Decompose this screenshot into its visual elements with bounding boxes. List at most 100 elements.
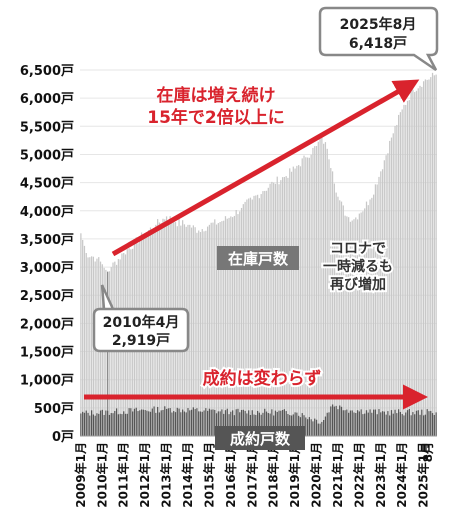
x-tick-label: 2024年1月 [394, 442, 409, 508]
sales-bar [194, 409, 196, 436]
stock-bar [328, 159, 330, 436]
stock-bar [408, 100, 410, 437]
sales-bar [306, 419, 309, 436]
sales-bar [176, 407, 178, 436]
sales-bar [101, 409, 103, 436]
sales-bar [321, 421, 323, 436]
sales-bar [155, 412, 157, 436]
stock-bar [392, 133, 394, 437]
y-tick-label: 6,500戸 [20, 64, 74, 79]
sales-bar [383, 411, 385, 436]
sales-bar [208, 408, 211, 436]
callout-low-value: 2,919戸 [112, 333, 170, 349]
sales-bar [290, 415, 293, 436]
stock-bar [340, 201, 343, 436]
sales-bar [83, 412, 86, 436]
stock-bar [299, 166, 302, 437]
sales-bar [344, 410, 346, 436]
sales-bar [162, 409, 164, 436]
sales-bar [89, 415, 91, 436]
stock-bar [285, 176, 287, 436]
y-tick-label: 1,500戸 [20, 346, 74, 361]
sales-bar [142, 409, 144, 436]
stock-bar [226, 218, 228, 436]
stock-bar [287, 177, 289, 436]
stock-bar [246, 199, 248, 436]
stock-bar [294, 168, 296, 437]
sales-bar [137, 411, 139, 436]
stock-bar [362, 211, 364, 436]
sales-bar [90, 410, 93, 436]
sales-bar [371, 412, 373, 436]
sales-bar [226, 408, 228, 436]
stock-bar [376, 184, 378, 436]
stock-bar [306, 157, 309, 436]
sales-bar [373, 409, 375, 436]
y-tick-label: 3,000戸 [20, 261, 74, 276]
y-tick-label: 2,000戸 [20, 317, 74, 332]
stock-bar [389, 140, 391, 436]
sales-bar [422, 415, 425, 436]
sales-bar [169, 408, 171, 436]
sales-bar [376, 414, 378, 436]
x-tick-label: 2012年1月 [137, 442, 152, 508]
sales-bar [82, 411, 84, 436]
stock-bar [374, 184, 377, 436]
sales-bar [274, 410, 277, 436]
x-tick-label: 2020年1月 [309, 442, 324, 508]
y-tick-label: 0戸 [52, 430, 74, 445]
stock-bar [214, 219, 216, 436]
stock-bar [324, 142, 327, 436]
stock-bar [308, 157, 310, 436]
sales-bar [362, 414, 364, 436]
stock-bar [260, 194, 262, 436]
stock-bar [83, 245, 86, 436]
stock-bar [364, 208, 366, 436]
stock-bar [394, 126, 396, 436]
sales-bar [385, 414, 387, 436]
sales-bar [87, 412, 89, 436]
stock-bar [207, 226, 209, 436]
stock-bar [276, 176, 278, 436]
stock-bar [412, 89, 414, 436]
stock-bar [212, 222, 214, 436]
stock-bar [421, 86, 423, 436]
stock-bar [215, 224, 218, 436]
sales-bar [251, 410, 253, 436]
sales-bar [151, 408, 153, 436]
stock-bar [346, 216, 348, 436]
sales-bar [285, 411, 287, 436]
sales-bar [358, 411, 360, 436]
stock-label-box [217, 246, 299, 270]
stock-bar [82, 239, 84, 436]
sales-bar [139, 410, 141, 436]
sales-bar [124, 413, 127, 436]
sales-bar [349, 410, 352, 436]
stock-bar [358, 213, 360, 436]
sales-bar [269, 413, 271, 436]
sales-bar [330, 406, 332, 436]
sales-bar [99, 410, 102, 436]
sales-bar [132, 411, 134, 436]
sales-bar [360, 409, 362, 436]
stock-bar [342, 205, 344, 436]
sales-bar [412, 412, 414, 436]
stock-bar [312, 147, 314, 436]
stock-bar [240, 207, 243, 436]
stock-bar [410, 89, 412, 437]
stock-bar [339, 200, 341, 436]
covid-line3: 再び増加 [330, 276, 386, 293]
stock-bar [298, 165, 300, 437]
sales-bar [183, 411, 186, 436]
stock-bar [296, 165, 298, 437]
stock-bar [208, 224, 211, 436]
sales-bar [246, 413, 248, 436]
sales-bar [326, 412, 328, 436]
sales-bar [123, 411, 125, 436]
sales-bar [230, 411, 232, 436]
stock-bar [397, 114, 400, 437]
sales-bar [392, 413, 394, 436]
stock-bar [314, 146, 316, 436]
sales-bar [401, 414, 403, 436]
sales-bar [355, 413, 357, 436]
